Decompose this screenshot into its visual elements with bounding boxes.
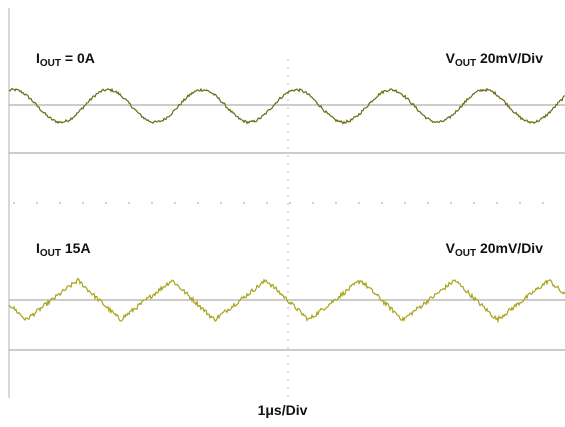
center-marker-dot (287, 355, 289, 357)
center-marker-dot (287, 371, 289, 373)
center-marker-dot (287, 291, 289, 293)
top-current-label: IOUT = 0A (36, 50, 95, 69)
division-dot (542, 202, 544, 204)
trace-iout-0a (8, 87, 565, 125)
division-dot (450, 202, 452, 204)
division-dot (404, 202, 406, 204)
center-marker-dot (287, 243, 289, 245)
center-marker-dot (287, 315, 289, 317)
division-dot (128, 202, 130, 204)
division-dot (496, 202, 498, 204)
center-marker-dot (287, 139, 289, 141)
trace-iout-15a (8, 277, 565, 324)
division-dot (312, 202, 314, 204)
center-marker-dot (287, 395, 289, 397)
division-dot (473, 202, 475, 204)
center-marker-dot (287, 379, 289, 381)
center-marker-dot (287, 307, 289, 309)
center-marker-dot (287, 387, 289, 389)
center-marker-dot (287, 227, 289, 229)
center-marker-dot (287, 171, 289, 173)
division-dot (151, 202, 153, 204)
center-marker-dot (287, 347, 289, 349)
center-marker-dot (287, 275, 289, 277)
bottom-current-label: IOUT 15A (36, 240, 91, 259)
division-dot (358, 202, 360, 204)
center-marker-dot (287, 363, 289, 365)
center-marker-dot (287, 67, 289, 69)
center-marker-dot (287, 163, 289, 165)
center-marker-dot (287, 283, 289, 285)
ripple-traces (8, 87, 565, 324)
center-marker-dot (287, 115, 289, 117)
center-marker-dot (287, 299, 289, 301)
center-marker-dot (287, 339, 289, 341)
division-dot (82, 202, 84, 204)
center-marker-dot (287, 267, 289, 269)
division-dot (36, 202, 38, 204)
division-dot (289, 202, 291, 204)
top-voltage-scale-label: VOUT 20mV/Div (445, 50, 543, 69)
center-marker-dot (287, 323, 289, 325)
center-marker-dot (287, 123, 289, 125)
division-dot (105, 202, 107, 204)
frame-lines (8, 8, 565, 398)
center-marker-dot (287, 179, 289, 181)
division-dot (335, 202, 337, 204)
center-marker-dot (287, 259, 289, 261)
division-dot (381, 202, 383, 204)
center-marker-dot (287, 107, 289, 109)
center-marker-dot (287, 235, 289, 237)
division-dot (13, 202, 15, 204)
center-marker-dot (287, 131, 289, 133)
center-marker-dot (287, 203, 289, 205)
center-marker-dot (287, 251, 289, 253)
division-dot (59, 202, 61, 204)
division-dot (519, 202, 521, 204)
center-marker-dot (287, 147, 289, 149)
division-dot (266, 202, 268, 204)
division-dot (427, 202, 429, 204)
division-dot (174, 202, 176, 204)
center-marker-dot (287, 331, 289, 333)
division-dot (197, 202, 199, 204)
center-marker-dot (287, 155, 289, 157)
grid-dots (13, 59, 544, 397)
center-marker-dot (287, 83, 289, 85)
bottom-voltage-scale-label: VOUT 20mV/Div (445, 240, 543, 259)
center-marker-dot (287, 187, 289, 189)
center-marker-dot (287, 99, 289, 101)
division-dot (243, 202, 245, 204)
center-marker-dot (287, 211, 289, 213)
center-marker-dot (287, 219, 289, 221)
division-dot (220, 202, 222, 204)
x-axis-label: 1μs/Div (257, 402, 308, 418)
center-marker-dot (287, 75, 289, 77)
center-marker-dot (287, 59, 289, 61)
center-marker-dot (287, 195, 289, 197)
